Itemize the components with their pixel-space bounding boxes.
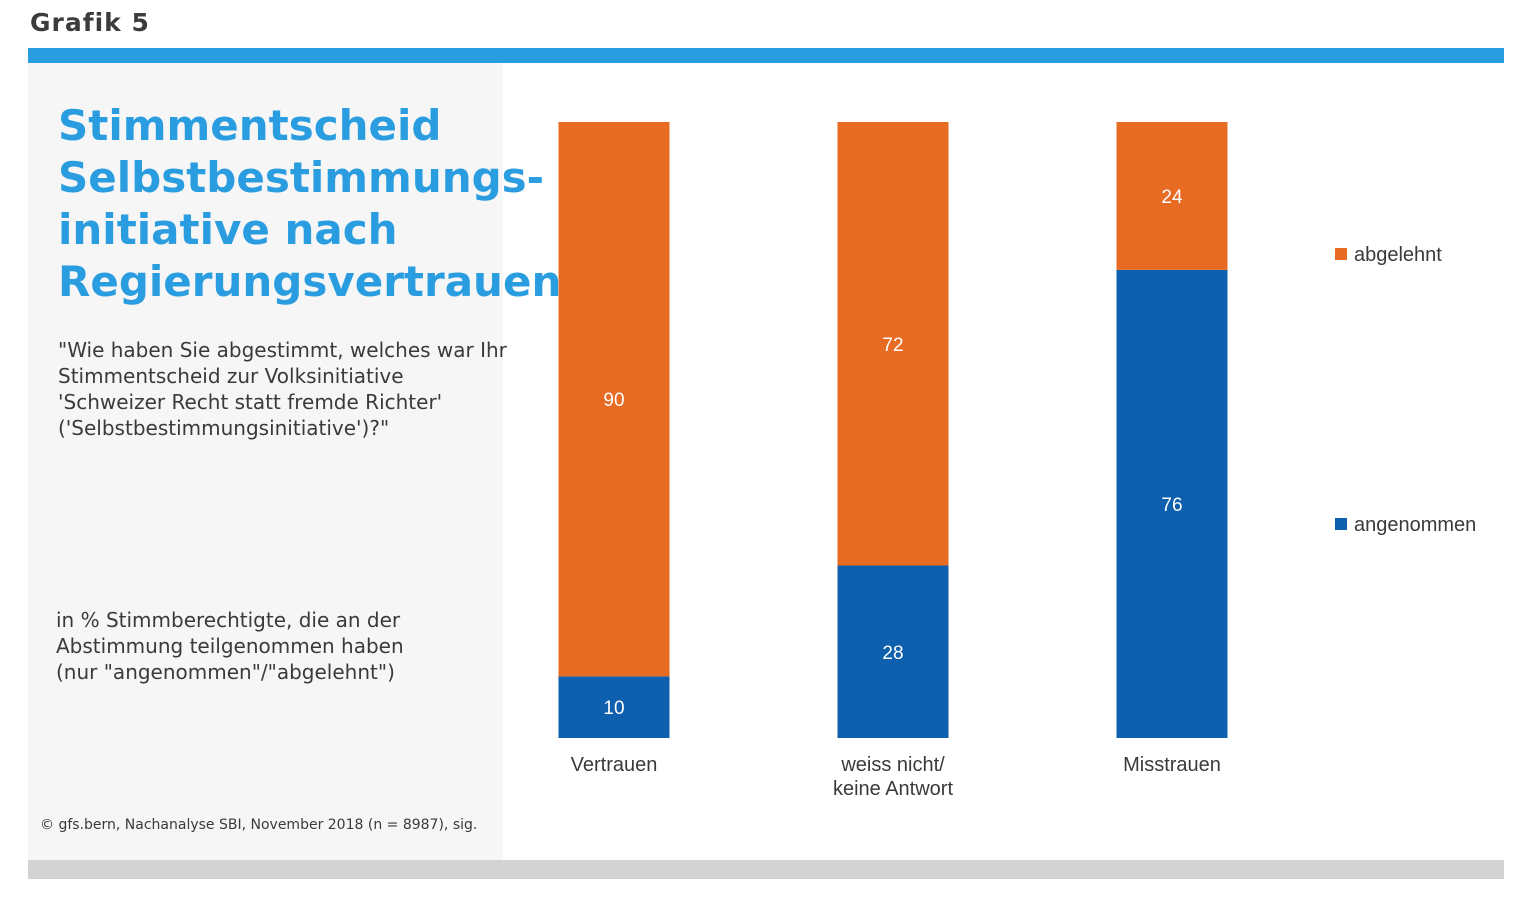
question-line: 'Schweizer Recht statt fremde Richter' bbox=[58, 390, 443, 414]
title-line: Regierungsvertrauen bbox=[58, 257, 562, 306]
category-label: Vertrauen bbox=[571, 754, 658, 776]
legend-swatch-abgelehnt bbox=[1335, 248, 1347, 260]
unit-line: (nur "angenommen"/"abgelehnt") bbox=[56, 660, 395, 684]
unit-note: in % Stimmberechtigte, die an der Abstim… bbox=[56, 607, 496, 685]
question-line: ('Selbstbestimmungsinitiative')?" bbox=[58, 416, 390, 440]
title-line: initiative nach bbox=[58, 205, 398, 254]
data-label: 28 bbox=[882, 643, 903, 664]
data-label: 24 bbox=[1161, 187, 1183, 208]
title-line: Stimmentscheid bbox=[58, 101, 442, 150]
category-label: weiss nicht/ bbox=[840, 754, 945, 776]
legend-item-angenommen: angenommen bbox=[1335, 514, 1476, 537]
legend-label: angenommen bbox=[1354, 514, 1477, 536]
category-label: keine Antwort bbox=[833, 778, 954, 800]
data-label: 72 bbox=[882, 335, 903, 356]
source-note: © gfs.bern, Nachanalyse SBI, November 20… bbox=[40, 817, 478, 833]
bar-segment-angenommen bbox=[1116, 269, 1228, 738]
question-line: Stimmentscheid zur Volksinitiative bbox=[58, 364, 404, 388]
legend-item-abgelehnt: abgelehnt bbox=[1335, 244, 1442, 267]
bar-segment-angenommen bbox=[837, 565, 949, 738]
bottom-rule bbox=[28, 860, 1504, 879]
bar-segment-abgelehnt bbox=[1116, 122, 1228, 270]
unit-line: Abstimmung teilgenommen haben bbox=[56, 634, 404, 658]
bar-segment-abgelehnt bbox=[558, 122, 670, 677]
data-label: 90 bbox=[603, 390, 624, 411]
chart-title: Stimmentscheid Selbstbestimmungs- initia… bbox=[58, 100, 562, 308]
left-panel bbox=[28, 63, 503, 860]
data-label: 10 bbox=[603, 698, 624, 719]
survey-question: "Wie haben Sie abgestimmt, welches war I… bbox=[58, 337, 507, 441]
unit-line: in % Stimmberechtigte, die an der bbox=[56, 608, 401, 632]
legend-swatch-angenommen bbox=[1335, 518, 1347, 530]
grafik-label: Grafik 5 bbox=[30, 8, 150, 37]
question-line: "Wie haben Sie abgestimmt, welches war I… bbox=[58, 338, 507, 362]
data-label: 76 bbox=[1161, 495, 1182, 516]
legend-label: abgelehnt bbox=[1354, 244, 1442, 266]
title-line: Selbstbestimmungs- bbox=[58, 153, 545, 202]
category-label: Misstrauen bbox=[1123, 754, 1221, 776]
bar-segment-angenommen bbox=[558, 676, 670, 738]
top-accent-rule bbox=[28, 48, 1504, 63]
bar-segment-abgelehnt bbox=[837, 122, 949, 566]
